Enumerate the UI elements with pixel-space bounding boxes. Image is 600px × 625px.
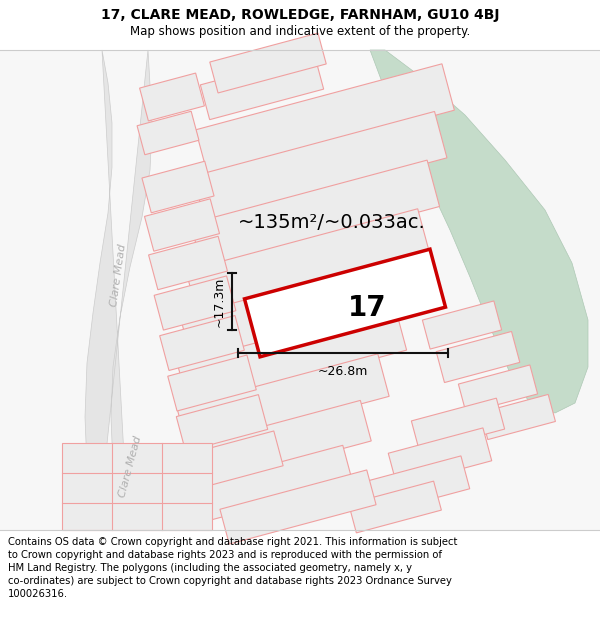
- Polygon shape: [179, 401, 371, 489]
- Polygon shape: [200, 54, 323, 119]
- Polygon shape: [168, 355, 256, 411]
- Text: ~17.3m: ~17.3m: [213, 276, 226, 327]
- Polygon shape: [62, 443, 212, 530]
- Text: 17, CLARE MEAD, ROWLEDGE, FARNHAM, GU10 4BJ: 17, CLARE MEAD, ROWLEDGE, FARNHAM, GU10 …: [101, 8, 499, 22]
- Polygon shape: [366, 456, 470, 514]
- Polygon shape: [177, 354, 389, 450]
- Polygon shape: [370, 50, 588, 413]
- Polygon shape: [186, 209, 430, 318]
- Polygon shape: [178, 306, 407, 408]
- Polygon shape: [190, 160, 440, 270]
- Polygon shape: [436, 331, 520, 382]
- Polygon shape: [140, 73, 205, 121]
- Polygon shape: [412, 398, 505, 452]
- Text: Map shows position and indicative extent of the property.: Map shows position and indicative extent…: [130, 24, 470, 38]
- Text: to Crown copyright and database rights 2023 and is reproduced with the permissio: to Crown copyright and database rights 2…: [8, 550, 442, 560]
- Text: HM Land Registry. The polygons (including the associated geometry, namely x, y: HM Land Registry. The polygons (includin…: [8, 563, 412, 573]
- Text: co-ordinates) are subject to Crown copyright and database rights 2023 Ordnance S: co-ordinates) are subject to Crown copyr…: [8, 576, 452, 586]
- Text: 100026316.: 100026316.: [8, 589, 68, 599]
- Polygon shape: [245, 249, 445, 357]
- Polygon shape: [0, 50, 600, 530]
- Text: ~26.8m: ~26.8m: [318, 365, 368, 378]
- Polygon shape: [349, 481, 442, 533]
- Text: Contains OS data © Crown copyright and database right 2021. This information is : Contains OS data © Crown copyright and d…: [8, 537, 457, 547]
- Text: Clare Mead: Clare Mead: [109, 243, 127, 307]
- Text: 17: 17: [347, 294, 386, 322]
- Polygon shape: [481, 394, 556, 439]
- Polygon shape: [196, 64, 454, 176]
- Text: ~135m²/~0.033ac.: ~135m²/~0.033ac.: [238, 214, 426, 232]
- Polygon shape: [210, 33, 326, 93]
- Polygon shape: [176, 394, 268, 451]
- Polygon shape: [388, 428, 492, 486]
- Polygon shape: [145, 199, 220, 251]
- Polygon shape: [142, 161, 214, 212]
- Polygon shape: [422, 301, 502, 349]
- Polygon shape: [180, 256, 420, 364]
- Polygon shape: [85, 50, 152, 530]
- Polygon shape: [220, 470, 376, 544]
- Polygon shape: [137, 111, 199, 155]
- Polygon shape: [193, 111, 447, 222]
- Polygon shape: [160, 316, 244, 371]
- Polygon shape: [149, 236, 227, 290]
- Polygon shape: [458, 365, 538, 413]
- Polygon shape: [187, 431, 283, 489]
- Polygon shape: [184, 445, 353, 525]
- Text: Clare Mead: Clare Mead: [117, 435, 143, 499]
- Polygon shape: [154, 276, 236, 330]
